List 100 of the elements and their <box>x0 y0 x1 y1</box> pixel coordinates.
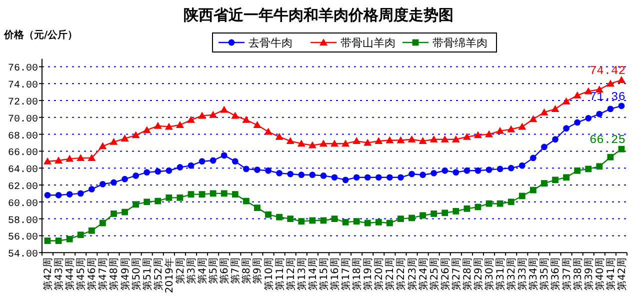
x-tick-label: 第19周 <box>362 258 374 290</box>
point <box>442 167 448 174</box>
point <box>309 172 316 178</box>
point <box>166 194 172 201</box>
point <box>508 164 514 172</box>
point <box>331 216 338 222</box>
point <box>398 174 404 181</box>
point <box>342 176 349 184</box>
point <box>54 156 63 164</box>
x-tick-label: 第39周 <box>582 258 595 290</box>
point <box>100 180 106 188</box>
x-tick-label: 第28周 <box>461 258 474 290</box>
point <box>209 110 218 118</box>
point <box>462 132 471 140</box>
point <box>364 138 372 146</box>
point <box>353 174 360 181</box>
point <box>232 191 238 198</box>
point <box>353 218 360 225</box>
x-tick-label: 第26周 <box>439 258 452 290</box>
point <box>220 190 228 197</box>
point <box>132 172 140 179</box>
point <box>176 164 184 170</box>
point <box>563 174 570 181</box>
point <box>364 220 371 226</box>
x-tick-label: 第2周 <box>174 258 186 284</box>
point <box>66 154 74 162</box>
x-tick-label: 第25周 <box>428 258 440 290</box>
x-tick-label: 第47周 <box>97 258 110 290</box>
point <box>452 169 460 176</box>
point <box>286 137 294 144</box>
point <box>44 192 51 198</box>
point <box>287 170 294 178</box>
x-tick-label: 第45周 <box>75 258 88 290</box>
x-tick-label: 第27周 <box>450 258 462 290</box>
point <box>562 97 570 104</box>
y-tick-label: 66.00 <box>8 148 38 160</box>
point <box>375 218 382 226</box>
x-tick-label: 第10周 <box>262 258 275 290</box>
point <box>154 168 162 175</box>
y-tick-label: 76.00 <box>8 64 38 75</box>
point <box>563 125 570 132</box>
y-tick-label: 68.00 <box>8 131 38 142</box>
point <box>464 205 470 212</box>
x-tick-label: 第13周 <box>296 258 308 290</box>
point <box>518 192 526 200</box>
point <box>618 146 625 152</box>
point <box>585 115 592 122</box>
point <box>386 220 393 226</box>
legend-label: 去骨牛肉 <box>248 36 292 50</box>
point <box>574 119 581 126</box>
point <box>144 169 150 176</box>
point <box>110 210 117 217</box>
x-tick-label: 第24周 <box>417 258 430 290</box>
x-tick-label: 第35周 <box>538 258 551 290</box>
point <box>100 220 106 226</box>
point <box>210 190 216 197</box>
point <box>55 238 62 244</box>
point <box>77 190 84 197</box>
point <box>110 179 117 186</box>
point <box>496 200 504 207</box>
point <box>540 108 548 116</box>
data-label: 66.25 <box>589 133 626 148</box>
point <box>265 211 272 218</box>
x-tick-label: 第52周 <box>152 258 164 290</box>
x-tick-label: 2019年 <box>163 258 176 294</box>
point <box>154 122 162 129</box>
point <box>541 144 548 150</box>
point <box>220 152 228 159</box>
x-tick-label: 第37周 <box>560 258 573 290</box>
point <box>76 154 85 161</box>
point <box>430 210 438 217</box>
legend-label: 带骨绵羊肉 <box>432 36 488 50</box>
point <box>541 180 548 187</box>
point <box>552 176 558 184</box>
y-tick-label: 58.00 <box>8 216 38 227</box>
point <box>154 198 162 204</box>
point <box>166 167 172 174</box>
x-tick-label: 第15周 <box>318 258 330 290</box>
chart-title: 陕西省近一年牛肉和羊肉价格周度走势图 <box>184 6 454 24</box>
point <box>452 208 460 214</box>
point <box>530 154 536 162</box>
point <box>66 236 73 242</box>
point <box>452 135 460 142</box>
point <box>464 167 470 174</box>
x-tick-label: 第23周 <box>406 258 418 290</box>
x-tick-label: 第51周 <box>141 258 154 290</box>
point <box>474 167 482 174</box>
x-tick-label: 第8周 <box>240 258 253 284</box>
point <box>518 162 526 169</box>
point <box>132 131 140 138</box>
x-tick-label: 第11周 <box>274 258 286 290</box>
y-tick-label: 64.00 <box>8 165 38 176</box>
point <box>574 167 581 174</box>
point <box>573 91 582 98</box>
point <box>243 166 250 172</box>
point <box>242 116 250 123</box>
point <box>265 167 272 174</box>
y-tick-label: 54.00 <box>8 250 38 261</box>
x-tick-label: 第5周 <box>208 258 220 284</box>
x-tick-label: 第36周 <box>550 258 562 290</box>
